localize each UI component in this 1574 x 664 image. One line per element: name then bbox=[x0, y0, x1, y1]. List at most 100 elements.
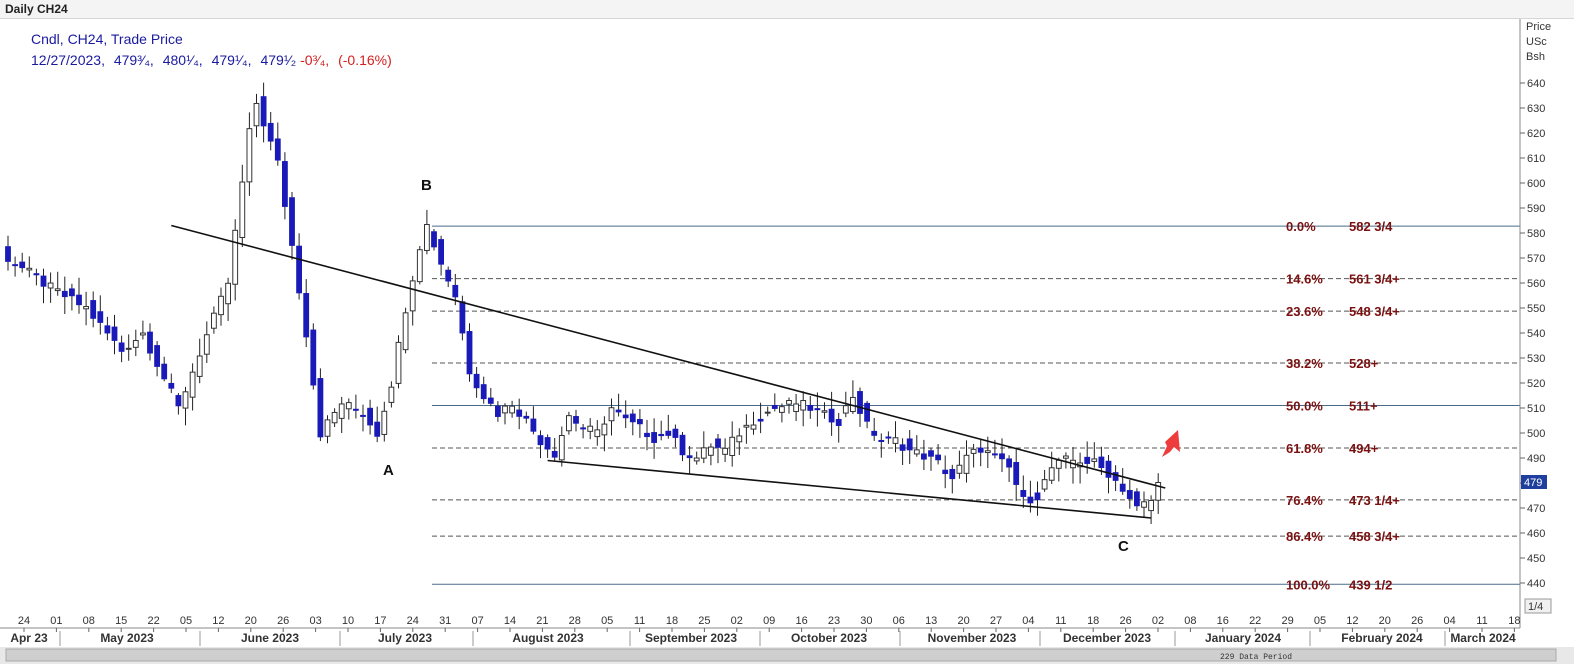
candle bbox=[913, 435, 920, 457]
candle bbox=[26, 256, 33, 278]
candle bbox=[530, 406, 537, 435]
candle bbox=[516, 398, 523, 430]
candle bbox=[495, 401, 501, 422]
candle bbox=[573, 409, 579, 432]
candle bbox=[736, 428, 743, 456]
candle bbox=[502, 403, 508, 425]
breakout-arrow-icon bbox=[1162, 430, 1180, 457]
day-tick-label: 29 bbox=[1281, 615, 1293, 627]
candle bbox=[147, 323, 153, 361]
candle bbox=[310, 323, 317, 390]
candle bbox=[1013, 449, 1020, 501]
price-tick-label: 570 bbox=[1527, 253, 1545, 265]
candle bbox=[1020, 475, 1027, 508]
price-tick-label: 590 bbox=[1527, 203, 1545, 215]
candle bbox=[203, 321, 210, 363]
legend-low: 479¹⁄₄, bbox=[212, 52, 252, 68]
day-tick-label: 23 bbox=[828, 615, 840, 627]
candle bbox=[274, 122, 281, 166]
plot-area[interactable] bbox=[0, 19, 1520, 628]
candle bbox=[928, 448, 934, 471]
candle bbox=[594, 420, 601, 446]
candle bbox=[878, 433, 885, 458]
day-tick-label: 16 bbox=[1217, 615, 1229, 627]
candle bbox=[76, 277, 82, 314]
day-tick-label: 11 bbox=[1476, 615, 1487, 627]
data-period-scrollbar[interactable]: 229 Data Period bbox=[0, 647, 1574, 664]
price-axis-ticks: 4404504604704804905005105205305405505605… bbox=[1520, 78, 1545, 590]
price-tick-label: 450 bbox=[1527, 553, 1545, 565]
fib-level-price: 548 3/4+ bbox=[1349, 304, 1400, 319]
candle bbox=[331, 408, 338, 428]
fib-level-price: 439 1/2 bbox=[1349, 577, 1392, 592]
day-tick-label: 20 bbox=[1379, 615, 1391, 627]
price-axis-label-line-2: USc bbox=[1526, 36, 1547, 48]
fib-level-price: 458 3/4+ bbox=[1349, 529, 1400, 544]
price-tick-label: 540 bbox=[1527, 328, 1545, 340]
candle bbox=[821, 402, 828, 419]
candle bbox=[679, 431, 686, 462]
day-tick-label: 12 bbox=[212, 615, 224, 627]
candle bbox=[480, 376, 487, 404]
candle bbox=[750, 411, 757, 435]
month-label: November 2023 bbox=[928, 631, 1017, 645]
candle bbox=[466, 323, 473, 382]
fib-level-percent: 76.4% bbox=[1286, 493, 1323, 508]
day-tick-label: 18 bbox=[1087, 615, 1099, 627]
page-indicator[interactable]: 1/4 bbox=[1524, 598, 1552, 614]
day-tick-label: 08 bbox=[83, 615, 95, 627]
fib-level-price: 473 1/4+ bbox=[1349, 493, 1400, 508]
fib-level-percent: 100.0% bbox=[1286, 577, 1331, 592]
day-tick-label: 02 bbox=[731, 615, 743, 627]
fib-level-percent: 86.4% bbox=[1286, 529, 1323, 544]
month-label: August 2023 bbox=[512, 631, 584, 645]
trendlines bbox=[171, 224, 1166, 519]
candle bbox=[416, 245, 423, 285]
price-tick-label: 580 bbox=[1527, 228, 1545, 240]
fib-level-price: 528+ bbox=[1349, 356, 1379, 371]
candle bbox=[431, 229, 437, 251]
candle bbox=[83, 291, 89, 326]
price-tick-label: 600 bbox=[1527, 178, 1545, 190]
candle bbox=[956, 450, 963, 479]
candle bbox=[864, 400, 871, 429]
candle bbox=[104, 316, 111, 341]
candle bbox=[90, 291, 97, 328]
candle bbox=[1105, 454, 1112, 494]
legend-open: 479³⁄₄, bbox=[114, 52, 154, 68]
window-title: Daily CH24 bbox=[5, 2, 68, 16]
candle bbox=[246, 112, 253, 196]
price-tick-label: 620 bbox=[1527, 128, 1545, 140]
day-tick-label: 14 bbox=[504, 615, 516, 627]
candle bbox=[658, 420, 665, 441]
candle bbox=[189, 363, 196, 411]
candle bbox=[537, 430, 544, 459]
current-price-tag: 479 bbox=[1521, 475, 1547, 489]
candle bbox=[637, 409, 643, 438]
candle bbox=[935, 444, 942, 465]
day-tick-label: 26 bbox=[277, 615, 289, 627]
day-tick-label: 24 bbox=[18, 615, 30, 627]
price-tick-label: 470 bbox=[1527, 503, 1545, 515]
day-tick-label: 11 bbox=[634, 615, 645, 627]
candle bbox=[353, 394, 359, 419]
time-axis-months: Apr 23 May 2023 June 2023 July 2023 August 2… bbox=[10, 631, 1516, 646]
candle bbox=[807, 395, 814, 419]
legend-change: -0³⁄₄, bbox=[300, 52, 329, 68]
day-tick-label: 02 bbox=[1152, 615, 1164, 627]
candle bbox=[267, 111, 274, 151]
day-tick-label: 06 bbox=[893, 615, 905, 627]
candle bbox=[551, 437, 558, 461]
candle bbox=[523, 411, 530, 424]
day-tick-label: 13 bbox=[925, 615, 937, 627]
fib-level-percent: 23.6% bbox=[1286, 304, 1323, 319]
candle bbox=[708, 443, 714, 466]
candle bbox=[1006, 455, 1013, 482]
candle bbox=[381, 401, 388, 442]
price-tick-label: 630 bbox=[1527, 103, 1545, 115]
day-tick-label: 09 bbox=[763, 615, 775, 627]
candle bbox=[1084, 441, 1091, 474]
day-tick-label: 05 bbox=[601, 615, 613, 627]
candle bbox=[566, 411, 572, 435]
